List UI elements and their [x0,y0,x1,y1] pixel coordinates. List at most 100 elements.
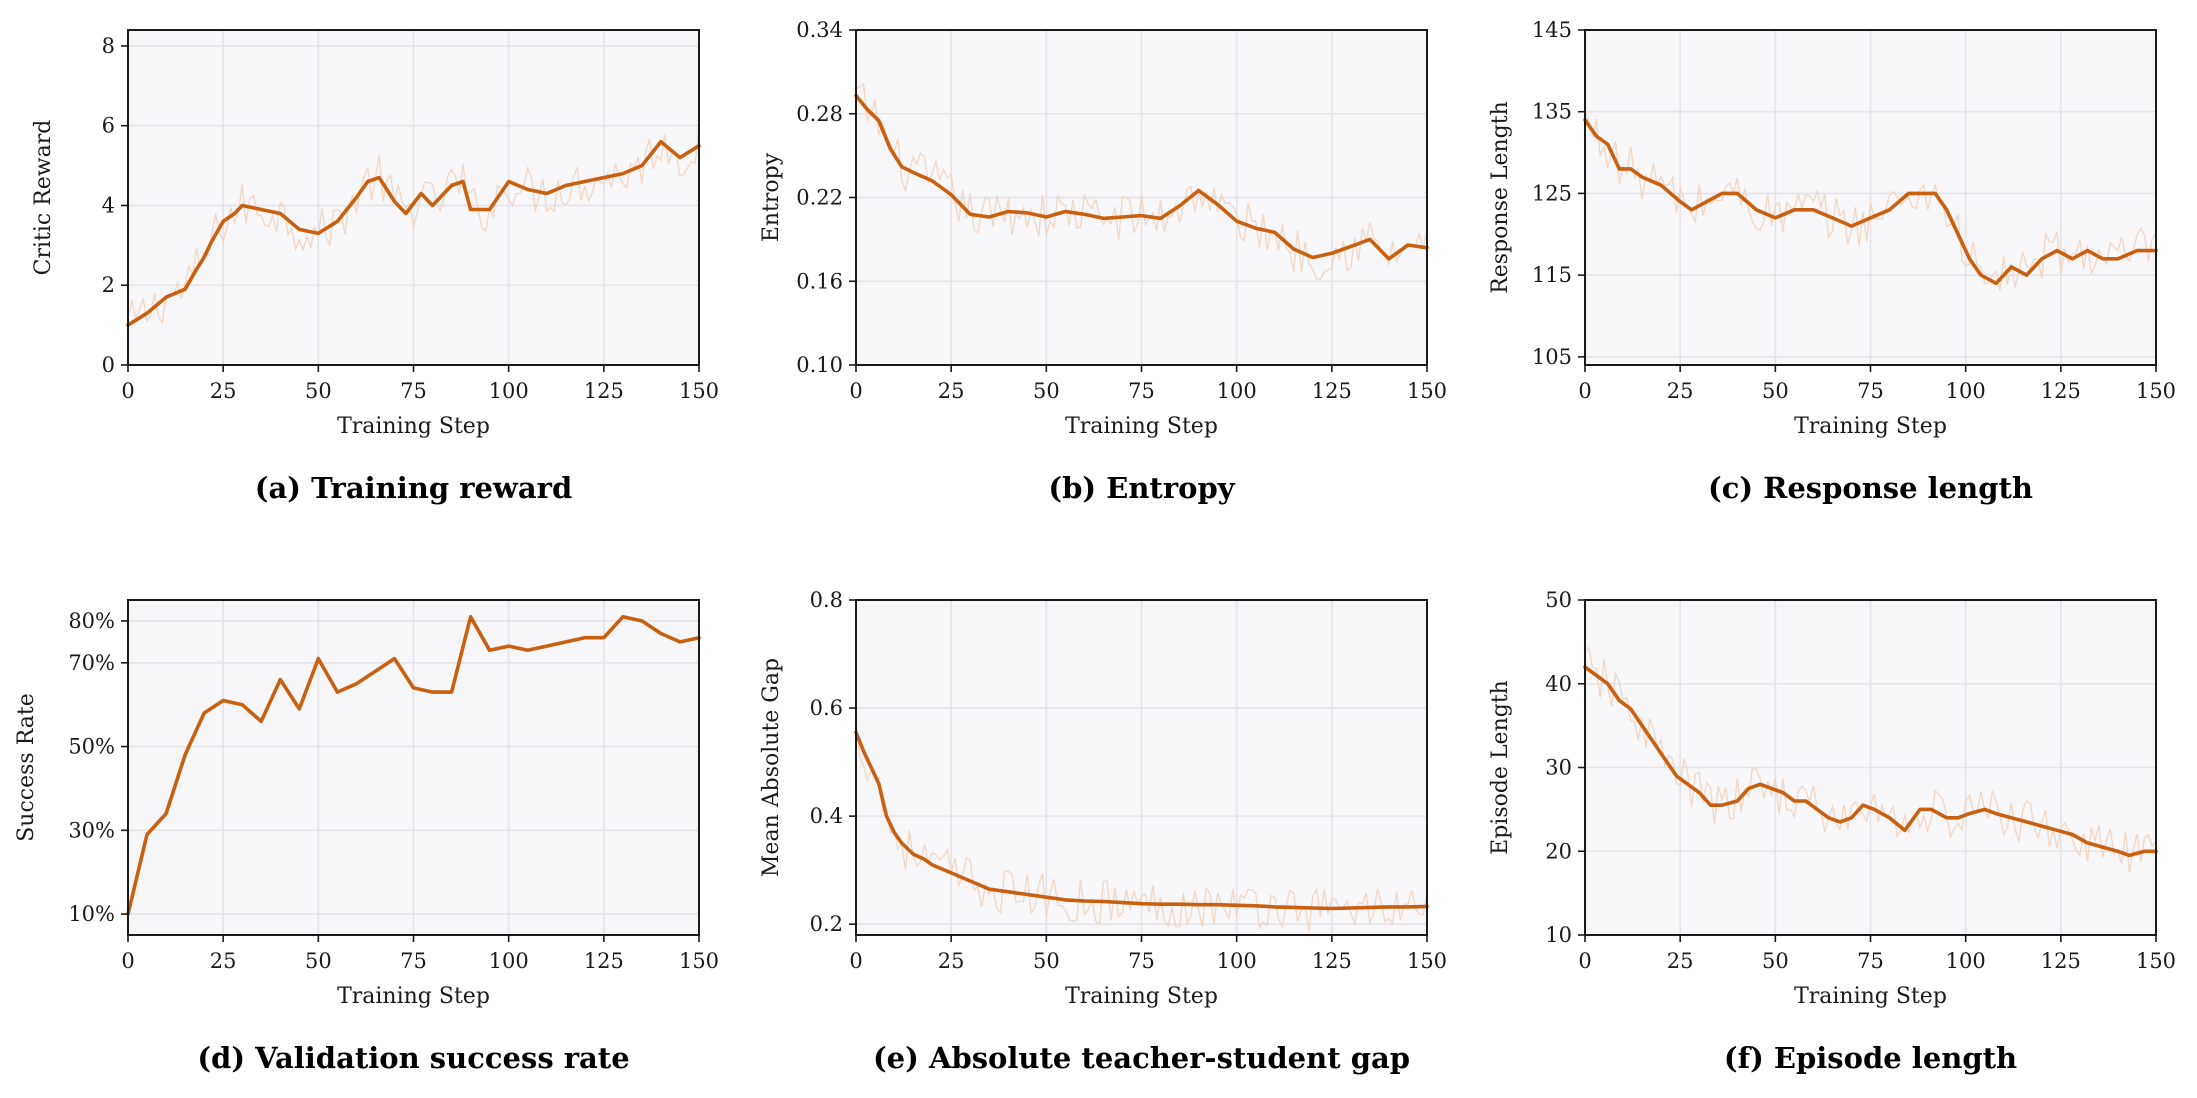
x-tick-label: 100 [489,949,529,973]
y-tick-label: 135 [1532,100,1572,124]
x-tick-label: 125 [1312,949,1352,973]
x-tick-label: 25 [1667,949,1694,973]
panel-caption: (c) Response length [1708,471,2033,505]
x-tick-label: 0 [1578,949,1591,973]
x-tick-label: 150 [1407,949,1447,973]
x-tick-label: 150 [2136,379,2176,403]
y-tick-label: 10% [68,902,115,926]
y-axis-label: Entropy [759,152,784,242]
panel-caption: (a) Training reward [255,471,573,505]
x-tick-label: 150 [679,379,719,403]
x-tick-label: 25 [210,379,237,403]
x-tick-label: 75 [400,379,427,403]
x-tick-label: 100 [1217,949,1257,973]
panel-caption: (d) Validation success rate [197,1041,629,1075]
raw-trace [855,82,1428,280]
x-tick-label: 150 [1407,379,1447,403]
y-tick-label: 80% [68,609,115,633]
x-tick-label: 75 [1128,379,1155,403]
series-line [126,614,701,916]
y-tick-label: 4 [102,193,115,217]
x-tick-label: 75 [1857,379,1884,403]
y-tick-label: 30% [68,818,115,842]
y-tick-label: 30 [1545,756,1572,780]
x-tick-label: 100 [1946,949,1986,973]
y-tick-label: 50 [1545,588,1572,612]
y-tick-label: 70% [68,651,115,675]
y-axis-label: Episode Length [1488,680,1513,855]
y-tick-label: 0.2 [810,912,843,936]
series-line [126,139,701,327]
panel-caption: (b) Entropy [1048,471,1235,505]
y-tick-label: 0.6 [810,696,843,720]
x-tick-label: 25 [938,949,965,973]
x-tick-label: 0 [849,949,862,973]
x-axis-label: Training Step [1065,984,1218,1009]
raw-trace [1584,645,2157,873]
y-tick-label: 0.16 [796,269,843,293]
y-tick-label: 0.34 [796,18,843,42]
y-tick-label: 50% [68,735,115,759]
x-axis-label: Training Step [337,414,490,439]
y-tick-label: 0.10 [796,353,843,377]
x-axis-label: Training Step [1065,414,1218,439]
x-tick-label: 50 [1762,379,1789,403]
x-tick-label: 150 [2136,949,2176,973]
x-axis-label: Training Step [1794,414,1947,439]
x-tick-label: 100 [489,379,529,403]
x-tick-label: 75 [400,949,427,973]
y-axis-label: Success Rate [14,693,39,842]
chart-panel: 0 25 50 75 100 125 150 10% 30% 50% 70% 80% Training … [14,599,719,1075]
x-tick-label: 50 [1762,949,1789,973]
chart-panel: 0 25 50 75 100 125 150 0.10 0.16 0.22 0.28 0.34 Trai… [759,18,1447,505]
y-tick-label: 20 [1545,839,1572,863]
x-tick-label: 0 [121,379,134,403]
x-tick-label: 75 [1128,949,1155,973]
y-tick-label: 6 [102,114,115,138]
x-tick-label: 125 [584,949,624,973]
y-tick-label: 105 [1532,345,1572,369]
y-tick-label: 0 [102,353,115,377]
x-tick-label: 25 [210,949,237,973]
x-tick-label: 25 [938,379,965,403]
x-tick-label: 0 [849,379,862,403]
y-tick-label: 145 [1532,18,1572,42]
x-tick-label: 0 [1578,379,1591,403]
y-tick-label: 125 [1532,181,1572,205]
x-tick-label: 125 [2041,949,2081,973]
chart-panel: 0 25 50 75 100 125 150 0.2 0.4 0.6 0.8 Training Ste… [759,588,1447,1075]
x-tick-label: 75 [1857,949,1884,973]
x-tick-label: 50 [305,949,332,973]
x-tick-label: 50 [305,379,332,403]
y-tick-label: 0.4 [810,804,843,828]
x-tick-label: 50 [1033,949,1060,973]
series-line [1583,665,2158,858]
y-tick-label: 40 [1545,672,1572,696]
raw-trace [1584,110,2157,291]
y-tick-label: 2 [102,273,115,297]
x-tick-label: 100 [1946,379,1986,403]
y-tick-label: 0.28 [796,102,843,126]
raw-trace [127,124,700,325]
chart-panel: 0 25 50 75 100 125 150 105 115 125 135 145 Training … [1488,18,2176,505]
x-tick-label: 125 [2041,379,2081,403]
x-tick-label: 50 [1033,379,1060,403]
series-line [854,730,1429,911]
y-axis-label: Critic Reward [31,120,56,276]
x-tick-label: 0 [121,949,134,973]
x-axis-label: Training Step [1794,984,1947,1009]
x-axis-label: Training Step [337,984,490,1009]
x-tick-label: 125 [1312,379,1352,403]
y-axis-label: Mean Absolute Gap [759,658,784,877]
series-line [854,93,1429,261]
y-tick-label: 115 [1532,263,1572,287]
y-tick-label: 0.8 [810,588,843,612]
x-tick-label: 25 [1667,379,1694,403]
y-axis-label: Response Length [1488,101,1513,294]
panel-caption: (e) Absolute teacher-student gap [873,1041,1410,1075]
y-tick-label: 8 [102,34,115,58]
chart-panel: 0 25 50 75 100 125 150 0 2 4 6 8 Training Step Critic… [31,29,719,505]
